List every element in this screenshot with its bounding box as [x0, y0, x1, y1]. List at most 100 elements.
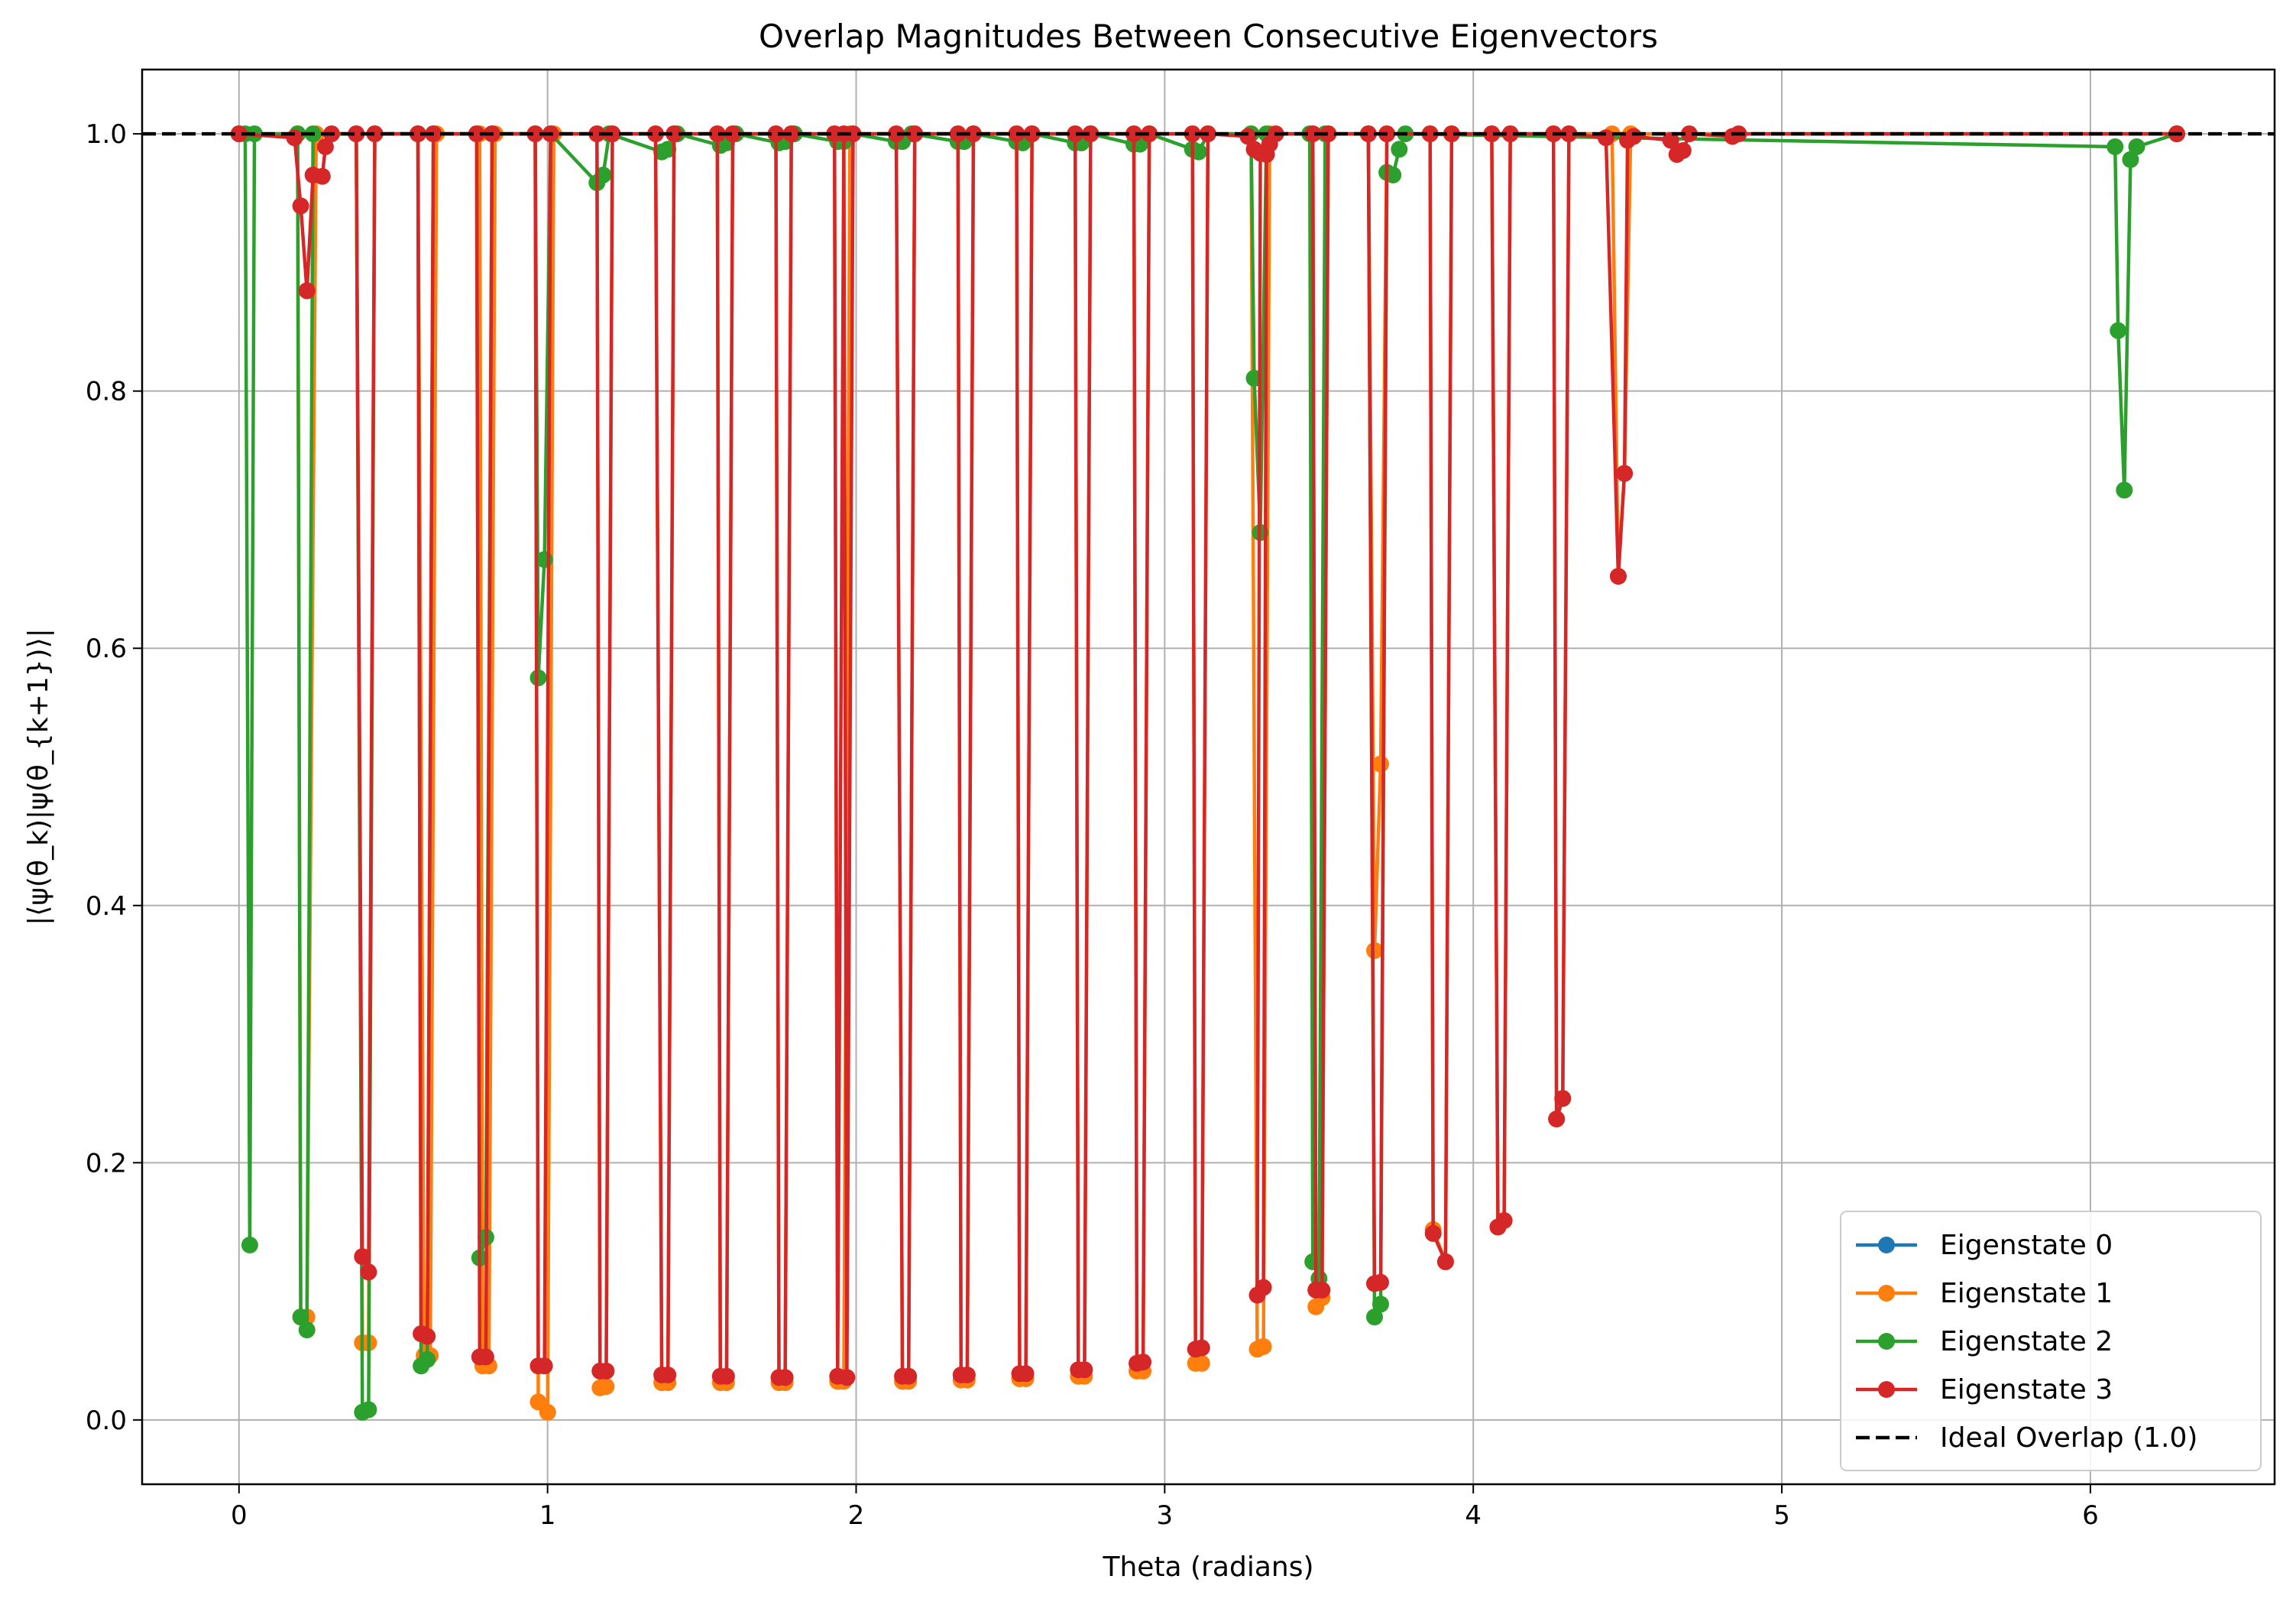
- data-point: [659, 141, 677, 158]
- data-point: [659, 1367, 677, 1383]
- y-tick-label: 1.0: [86, 119, 127, 150]
- data-point: [906, 125, 924, 143]
- data-point: [230, 125, 248, 143]
- data-point: [1560, 125, 1578, 143]
- data-point: [838, 1369, 856, 1386]
- data-point: [1495, 1212, 1513, 1229]
- data-point: [292, 1308, 309, 1326]
- data-point: [2116, 481, 2133, 499]
- series-eigenstate-3: [230, 125, 2185, 1386]
- data-point: [776, 1369, 794, 1386]
- legend-item: Eigenstate 1: [1856, 1278, 2113, 1309]
- data-point: [1443, 125, 1460, 143]
- data-point: [526, 125, 544, 143]
- data-point: [1304, 1253, 1322, 1270]
- data-point: [1193, 1339, 1210, 1357]
- legend-swatch-marker: [1878, 1333, 1895, 1350]
- data-point: [724, 125, 741, 143]
- legend-item: Eigenstate 2: [1856, 1326, 2113, 1357]
- legend-label: Ideal Overlap (1.0): [1940, 1422, 2197, 1454]
- data-point: [536, 1357, 553, 1375]
- data-point: [665, 125, 683, 143]
- legend-label: Eigenstate 2: [1940, 1326, 2113, 1357]
- data-point: [298, 282, 316, 300]
- chart-title: Overlap Magnitudes Between Consecutive E…: [759, 18, 1658, 55]
- legend: Eigenstate 0 Eigenstate 1 Eigenstate 2 Eige…: [1840, 1211, 2262, 1471]
- data-point: [2110, 322, 2127, 339]
- data-point: [419, 1350, 436, 1368]
- data-point: [1135, 1354, 1152, 1371]
- legend-swatch-marker: [1878, 1237, 1895, 1253]
- data-point: [1320, 125, 1337, 143]
- data-point: [1391, 141, 1408, 158]
- data-point: [1554, 1090, 1572, 1107]
- data-point: [708, 125, 726, 143]
- data-point: [1674, 142, 1692, 159]
- data-point: [1193, 1354, 1210, 1372]
- y-axis-label: |⟨ψ(θ_k)|ψ(θ_{k+1})⟩|: [23, 628, 54, 926]
- legend-swatch-marker: [1878, 1381, 1895, 1398]
- data-point: [1313, 1281, 1331, 1299]
- x-tick-label: 3: [1157, 1500, 1174, 1531]
- data-point: [588, 125, 606, 143]
- data-point: [1255, 1279, 1272, 1296]
- data-point: [1436, 1253, 1454, 1270]
- x-tick-label: 1: [539, 1500, 556, 1531]
- data-point: [1082, 125, 1099, 143]
- data-point: [1680, 125, 1698, 143]
- data-point: [1597, 129, 1614, 147]
- data-point: [1076, 1361, 1093, 1379]
- x-tick-label: 0: [231, 1500, 248, 1531]
- legend-box: [1840, 1211, 2262, 1471]
- y-tick-label: 0.4: [86, 891, 127, 922]
- data-point: [1421, 125, 1439, 143]
- legend-label: Eigenstate 3: [1940, 1374, 2113, 1406]
- data-point: [2122, 151, 2139, 168]
- data-point: [298, 1321, 316, 1339]
- data-point: [354, 1248, 371, 1266]
- legend-item: Eigenstate 3: [1856, 1374, 2113, 1406]
- data-point: [316, 138, 334, 155]
- data-point: [1359, 125, 1377, 143]
- data-point: [597, 1378, 615, 1396]
- y-tick-label: 0.8: [86, 377, 127, 407]
- data-point: [360, 1263, 377, 1281]
- data-point: [965, 125, 982, 143]
- data-point: [410, 125, 426, 143]
- data-point: [1190, 143, 1207, 160]
- data-point: [366, 125, 384, 143]
- y-tick-label: 0.2: [86, 1148, 127, 1179]
- data-point: [647, 125, 664, 143]
- data-point: [2128, 138, 2145, 155]
- x-tick-label: 5: [1773, 1500, 1790, 1531]
- series-layer: [230, 125, 2185, 1421]
- data-point: [1501, 125, 1519, 143]
- data-point: [767, 125, 785, 143]
- x-axis-label: Theta (radians): [1102, 1552, 1313, 1583]
- data-point: [597, 1362, 615, 1380]
- data-point: [1424, 1224, 1442, 1242]
- data-point: [717, 1367, 735, 1385]
- data-point: [1483, 125, 1501, 143]
- data-point: [1017, 1365, 1035, 1383]
- y-tick-label: 0.0: [86, 1406, 127, 1436]
- data-point: [1184, 125, 1201, 143]
- data-point: [1662, 131, 1679, 149]
- data-point: [1625, 128, 1643, 145]
- data-point: [1255, 1338, 1272, 1355]
- data-point: [2107, 138, 2124, 155]
- data-point: [360, 1401, 377, 1419]
- data-point: [594, 167, 612, 183]
- x-tick-label: 2: [848, 1500, 865, 1531]
- data-point: [1366, 1308, 1383, 1326]
- plot-frame: [141, 68, 2276, 1486]
- data-point: [1067, 125, 1084, 143]
- data-point: [1384, 167, 1402, 183]
- legend-item: Eigenstate 0: [1856, 1230, 2113, 1261]
- y-tick-label: 0.6: [86, 634, 127, 664]
- data-point: [900, 1367, 918, 1385]
- data-point: [286, 129, 303, 147]
- data-point: [1125, 125, 1142, 143]
- data-point: [1548, 1111, 1566, 1128]
